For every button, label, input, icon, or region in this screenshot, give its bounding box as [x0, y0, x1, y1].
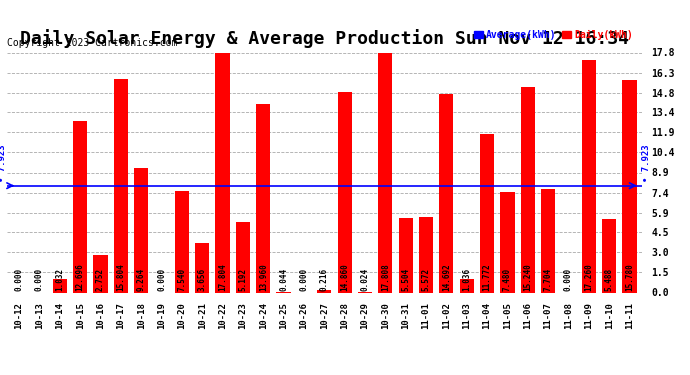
Bar	[175, 191, 189, 292]
Text: 15.780: 15.780	[625, 263, 634, 291]
Bar	[480, 134, 494, 292]
Text: 5.572: 5.572	[422, 268, 431, 291]
Bar	[73, 122, 87, 292]
Bar	[440, 94, 453, 292]
Text: 1.032: 1.032	[55, 268, 64, 291]
Text: 0.216: 0.216	[319, 268, 329, 291]
Text: 5.504: 5.504	[401, 268, 410, 291]
Bar	[622, 80, 637, 292]
Text: 9.264: 9.264	[137, 268, 146, 291]
Text: 5.192: 5.192	[239, 268, 248, 291]
Text: 14.860: 14.860	[340, 263, 349, 291]
Text: 0.000: 0.000	[157, 268, 166, 291]
Bar	[500, 192, 515, 292]
Text: 2.752: 2.752	[96, 268, 105, 291]
Bar	[317, 290, 331, 292]
Text: 13.960: 13.960	[259, 263, 268, 291]
Text: 17.808: 17.808	[381, 263, 390, 291]
Bar	[521, 87, 535, 292]
Bar	[93, 255, 108, 292]
Bar	[215, 53, 230, 292]
Text: Copyright 2023 Cartronics.com: Copyright 2023 Cartronics.com	[7, 38, 177, 48]
Bar	[195, 243, 209, 292]
Text: 11.772: 11.772	[482, 263, 491, 291]
Text: 0.000: 0.000	[299, 268, 308, 291]
Bar	[337, 92, 352, 292]
Text: 0.044: 0.044	[279, 268, 288, 291]
Bar	[399, 218, 413, 292]
Text: 17.804: 17.804	[218, 263, 227, 291]
Text: 0.000: 0.000	[35, 268, 44, 291]
Text: 7.540: 7.540	[177, 268, 186, 291]
Bar	[236, 222, 250, 292]
Text: • 7.923: • 7.923	[642, 144, 651, 182]
Text: 7.704: 7.704	[544, 268, 553, 291]
Legend: Average(kWh), Daily(kWh): Average(kWh), Daily(kWh)	[470, 26, 637, 44]
Text: 5.488: 5.488	[604, 268, 613, 291]
Text: 7.480: 7.480	[503, 268, 512, 291]
Bar	[582, 60, 596, 292]
Text: • 7.923: • 7.923	[0, 144, 7, 182]
Bar	[378, 53, 393, 292]
Bar	[541, 189, 555, 292]
Text: 14.692: 14.692	[442, 263, 451, 291]
Bar	[419, 217, 433, 292]
Text: 1.036: 1.036	[462, 268, 471, 291]
Bar	[602, 219, 616, 292]
Title: Daily Solar Energy & Average Production Sun Nov 12 16:34: Daily Solar Energy & Average Production …	[20, 29, 629, 48]
Text: 17.260: 17.260	[584, 263, 593, 291]
Bar	[114, 80, 128, 292]
Text: 0.000: 0.000	[564, 268, 573, 291]
Bar	[256, 104, 270, 292]
Text: 15.240: 15.240	[523, 263, 532, 291]
Text: 15.804: 15.804	[117, 263, 126, 291]
Bar	[460, 279, 474, 292]
Bar	[52, 279, 67, 292]
Text: 12.696: 12.696	[76, 263, 85, 291]
Text: 0.024: 0.024	[360, 268, 369, 291]
Text: 0.000: 0.000	[14, 268, 23, 291]
Bar	[134, 168, 148, 292]
Text: 3.656: 3.656	[198, 268, 207, 291]
